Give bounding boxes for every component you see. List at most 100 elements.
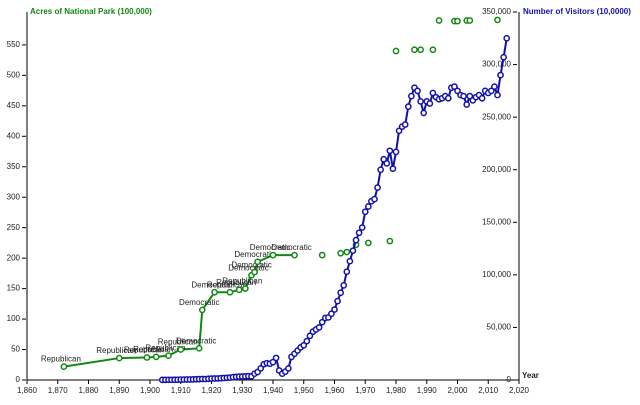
data-point xyxy=(429,89,437,97)
x-tick-label: 1,990 xyxy=(417,386,438,395)
point-label: Democratic xyxy=(179,298,219,307)
data-point xyxy=(318,318,326,326)
data-point xyxy=(337,289,344,297)
data-point xyxy=(177,346,185,353)
x-tick-label: 2,020 xyxy=(509,386,530,395)
data-point xyxy=(435,17,443,24)
data-point xyxy=(374,184,381,191)
data-point xyxy=(226,288,234,296)
data-point xyxy=(241,285,249,292)
data-point xyxy=(257,365,265,372)
data-point xyxy=(254,258,261,266)
y2-tick-label: 200,000 xyxy=(482,165,511,174)
data-point xyxy=(386,237,394,245)
point-label: Republican xyxy=(222,277,262,286)
point-label: Republican xyxy=(216,278,256,287)
x-tick-label: 1,980 xyxy=(386,386,407,395)
y-tick-label: 150 xyxy=(7,284,21,293)
data-point xyxy=(389,165,397,173)
point-label: Democratic xyxy=(234,250,274,259)
data-point xyxy=(285,365,292,372)
data-point xyxy=(491,83,498,91)
data-point xyxy=(426,100,434,107)
x-tick-label: 2,010 xyxy=(478,386,499,395)
y-tick-label: 450 xyxy=(7,101,21,110)
data-point xyxy=(383,160,391,167)
x-tick-label: 1,880 xyxy=(78,386,99,395)
data-point xyxy=(115,354,123,362)
data-point xyxy=(377,166,384,174)
data-point xyxy=(318,251,326,259)
x-tick-label: 1,910 xyxy=(171,386,192,395)
point-label: Republican xyxy=(124,346,164,355)
y-tick-label: 250 xyxy=(7,223,21,232)
data-point xyxy=(300,341,308,349)
data-point xyxy=(466,92,474,100)
point-label: Democratic xyxy=(250,243,290,252)
y-tick-label: 350 xyxy=(7,162,21,171)
data-point xyxy=(371,195,378,203)
data-point xyxy=(272,354,280,362)
point-label: Republican xyxy=(96,346,136,355)
data-point xyxy=(334,297,341,305)
y2-tick-label: 50,000 xyxy=(487,323,512,332)
data-point xyxy=(349,247,357,255)
data-point xyxy=(451,83,458,91)
data-point xyxy=(364,239,372,247)
y-tick-label: 500 xyxy=(7,70,21,79)
data-point xyxy=(306,332,314,340)
data-point xyxy=(392,148,400,156)
data-point xyxy=(454,17,461,25)
x-axis-title: Year xyxy=(522,371,539,380)
data-point xyxy=(328,310,335,318)
x-tick-label: 1,920 xyxy=(201,386,222,395)
x-tick-label: 1,890 xyxy=(109,386,130,395)
data-point xyxy=(408,92,415,100)
data-point xyxy=(251,268,258,276)
y2-tick-label: 350,000 xyxy=(482,7,511,16)
x-tick-label: 1,960 xyxy=(324,386,345,395)
data-point xyxy=(143,354,151,361)
data-point xyxy=(500,53,507,61)
data-point xyxy=(420,109,428,117)
x-tick-label: 1,870 xyxy=(48,386,69,395)
data-point xyxy=(303,337,311,345)
data-point xyxy=(211,288,218,296)
y2-tick-label: 150,000 xyxy=(482,217,511,226)
data-point xyxy=(380,155,388,163)
data-point xyxy=(497,71,504,79)
point-label: Democratic xyxy=(176,336,216,345)
data-point xyxy=(411,46,418,54)
data-point xyxy=(358,224,366,231)
data-point xyxy=(340,282,348,289)
data-point xyxy=(460,92,467,100)
y2-tick-label: 250,000 xyxy=(482,112,511,121)
data-point xyxy=(429,46,437,54)
data-point xyxy=(235,286,243,294)
y-tick-label: 400 xyxy=(7,131,21,140)
data-point xyxy=(152,353,160,361)
point-label: Democratic xyxy=(231,260,271,269)
y-tick-label: 0 xyxy=(16,375,21,384)
data-point xyxy=(355,229,363,237)
point-label: Democratic xyxy=(228,263,268,272)
x-tick-label: 1,860 xyxy=(17,386,38,395)
data-point xyxy=(352,236,360,244)
point-label: Republican xyxy=(133,345,173,354)
y-tick-label: 550 xyxy=(7,40,21,49)
y2-tick-label: 100,000 xyxy=(482,270,511,279)
data-point xyxy=(361,208,369,216)
data-point xyxy=(414,87,421,95)
y2-tick-label: 0 xyxy=(507,375,512,384)
data-point xyxy=(331,306,338,313)
data-point xyxy=(401,121,409,128)
y2-tick-label: 300,000 xyxy=(482,60,511,69)
point-label: Democratic xyxy=(191,280,231,289)
data-point xyxy=(494,16,501,24)
data-point xyxy=(417,46,424,54)
data-point xyxy=(269,358,277,366)
data-point xyxy=(395,127,403,135)
data-point xyxy=(343,248,351,256)
data-point xyxy=(466,17,474,24)
